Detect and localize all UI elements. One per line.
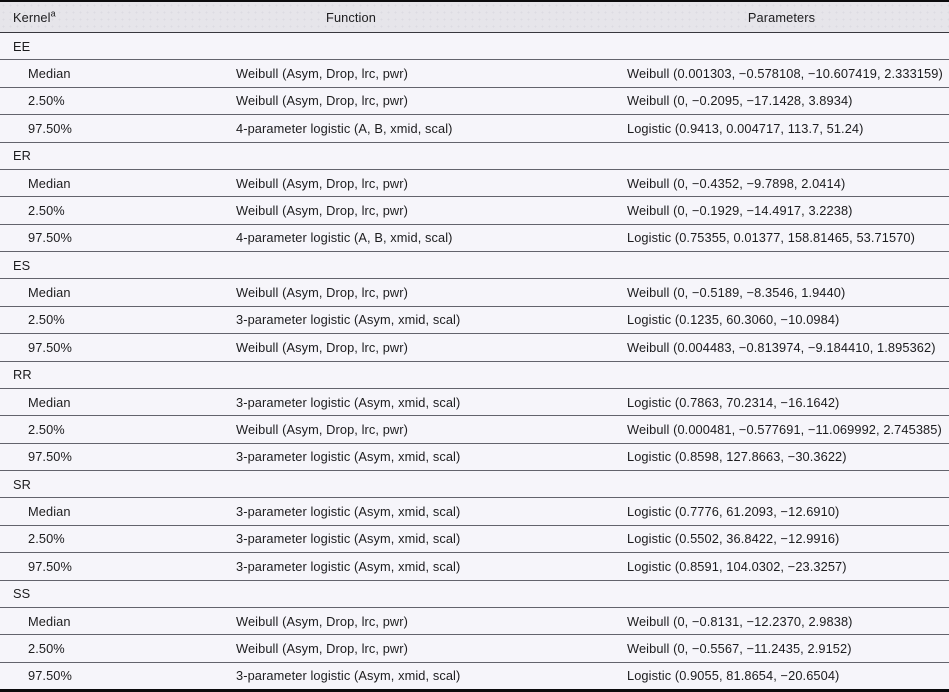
function-cell: 3-parameter logistic (Asym, xmid, scal): [236, 312, 461, 328]
statistic-label: 2.50%: [28, 202, 65, 218]
kernel-group-label: ES: [13, 257, 31, 273]
group-row-es: ES: [0, 251, 949, 278]
parameters-cell: Logistic (0.9413, 0.004717, 113.7, 51.24…: [627, 120, 864, 136]
parameters-cell: Logistic (0.8598, 127.8663, −30.3622): [627, 449, 847, 465]
statistic-label: 97.50%: [28, 339, 73, 355]
function-cell: 3-parameter logistic (Asym, xmid, scal): [236, 558, 461, 574]
parameters-cell: Weibull (0, −0.8131, −12.2370, 2.9838): [627, 613, 853, 629]
kernel-group-label: SR: [13, 476, 31, 492]
statistic-label: 97.50%: [28, 449, 73, 465]
parameters-cell: Logistic (0.7863, 70.2314, −16.1642): [627, 394, 840, 410]
table-row-rr-median: Median 3-parameter logistic (Asym, xmid, …: [0, 387, 949, 415]
group-row-er: ER: [0, 141, 949, 169]
function-cell: Weibull (Asym, Drop, lrc, pwr): [236, 93, 408, 109]
function-cell: 4-parameter logistic (A, B, xmid, scal): [236, 120, 453, 136]
group-row-ss: SS: [0, 579, 949, 607]
column-header-function: Function: [326, 9, 376, 25]
table-row-rr-250: 2.50% Weibull (Asym, Drop, lrc, pwr) Weibu…: [0, 415, 949, 442]
parameters-cell: Logistic (0.8591, 104.0302, −23.3257): [627, 558, 847, 574]
statistic-label: Median: [28, 66, 71, 82]
table-row-sr-median: Median 3-parameter logistic (Asym, xmid, …: [0, 497, 949, 524]
table-row-ee-250: 2.50% Weibull (Asym, Drop, lrc, pwr) Weibu…: [0, 86, 949, 114]
function-cell: 3-parameter logistic (Asym, xmid, scal): [236, 504, 461, 520]
function-cell: Weibull (Asym, Drop, lrc, pwr): [236, 175, 408, 191]
parameters-cell: Weibull (0.004483, −0.813974, −9.184410,…: [627, 339, 936, 355]
function-cell: Weibull (Asym, Drop, lrc, pwr): [236, 202, 408, 218]
function-cell: 3-parameter logistic (Asym, xmid, scal): [236, 531, 461, 547]
function-cell: 4-parameter logistic (A, B, xmid, scal): [236, 230, 453, 246]
column-header-parameters: Parameters: [747, 9, 816, 25]
table-row-ss-9750: 97.50% 3-parameter logistic (Asym, xmid, …: [0, 661, 949, 689]
parameters-cell: Weibull (0, −0.5567, −11.2435, 2.9152): [627, 640, 852, 656]
table-row-rr-9750: 97.50% 3-parameter logistic (Asym, xmid, …: [0, 442, 949, 470]
table-row-es-250: 2.50% 3-parameter logistic (Asym, xmid, s…: [0, 305, 949, 333]
statistic-label: Median: [28, 175, 71, 191]
group-row-ee: EE: [0, 33, 949, 59]
statistic-label: Median: [28, 613, 71, 629]
parameters-cell: Weibull (0, −0.5189, −8.3546, 1.9440): [627, 285, 846, 301]
column-header-kernel: Kernela: [0, 10, 222, 25]
function-cell: 3-parameter logistic (Asym, xmid, scal): [236, 449, 461, 465]
statistic-label: Median: [28, 285, 71, 301]
function-cell: Weibull (Asym, Drop, lrc, pwr): [236, 66, 408, 82]
function-cell: Weibull (Asym, Drop, lrc, pwr): [236, 339, 408, 355]
table-row-er-250: 2.50% Weibull (Asym, Drop, lrc, pwr) Weibu…: [0, 196, 949, 223]
statistic-label: Median: [28, 504, 71, 520]
parameters-cell: Logistic (0.5502, 36.8422, −12.9916): [627, 531, 840, 547]
function-cell: 3-parameter logistic (Asym, xmid, scal): [236, 668, 461, 684]
table-row-es-median: Median Weibull (Asym, Drop, lrc, pwr) Weib…: [0, 278, 949, 305]
table-row-ss-median: Median Weibull (Asym, Drop, lrc, pwr) Weib…: [0, 606, 949, 634]
parameters-cell: Weibull (0.001303, −0.578108, −10.607419…: [627, 66, 943, 82]
function-cell: 3-parameter logistic (Asym, xmid, scal): [236, 394, 461, 410]
table-row-sr-9750: 97.50% 3-parameter logistic (Asym, xmid, …: [0, 552, 949, 579]
table-row-er-median: Median Weibull (Asym, Drop, lrc, pwr) Weib…: [0, 168, 949, 196]
group-row-sr: SR: [0, 470, 949, 497]
table-row-es-9750: 97.50% Weibull (Asym, Drop, lrc, pwr) Weib…: [0, 333, 949, 360]
function-cell: Weibull (Asym, Drop, lrc, pwr): [236, 421, 408, 437]
function-cell: Weibull (Asym, Drop, lrc, pwr): [236, 613, 408, 629]
parameters-cell: Weibull (0, −0.2095, −17.1428, 3.8934): [627, 93, 853, 109]
table-row-er-9750: 97.50% 4-parameter logistic (A, B, xmid, …: [0, 223, 949, 251]
statistic-label: 2.50%: [28, 640, 65, 656]
table-header-row: Kernela Function Parameters: [0, 2, 949, 33]
table-row-ee-9750: 97.50% 4-parameter logistic (A, B, xmid, …: [0, 114, 949, 141]
statistic-label: Median: [28, 394, 71, 410]
statistic-label: 2.50%: [28, 312, 65, 328]
kernel-footnote-marker: a: [50, 9, 56, 19]
group-row-rr: RR: [0, 360, 949, 388]
table-row-ee-median: Median Weibull (Asym, Drop, lrc, pwr) Weib…: [0, 59, 949, 86]
parameters-cell: Weibull (0, −0.1929, −14.4917, 3.2238): [627, 202, 853, 218]
column-header-kernel-label: Kernel: [13, 9, 51, 25]
kernel-group-label: RR: [13, 367, 32, 383]
statistic-label: 97.50%: [28, 558, 73, 574]
table-row-ss-250: 2.50% Weibull (Asym, Drop, lrc, pwr) Weibu…: [0, 634, 949, 661]
parameters-cell: Logistic (0.9055, 81.8654, −20.6504): [627, 668, 840, 684]
parameters-cell: Logistic (0.75355, 0.01377, 158.81465, 5…: [627, 230, 915, 246]
parameters-cell: Weibull (0, −0.4352, −9.7898, 2.0414): [627, 175, 846, 191]
function-cell: Weibull (Asym, Drop, lrc, pwr): [236, 285, 408, 301]
kernel-group-label: SS: [13, 586, 31, 602]
statistic-label: 97.50%: [28, 668, 73, 684]
statistic-label: 2.50%: [28, 93, 65, 109]
statistic-label: 2.50%: [28, 421, 65, 437]
parameters-cell: Logistic (0.7776, 61.2093, −12.6910): [627, 504, 840, 520]
statistic-label: 2.50%: [28, 531, 65, 547]
statistic-label: 97.50%: [28, 120, 73, 136]
kernel-group-label: EE: [13, 38, 31, 54]
table-row-sr-250: 2.50% 3-parameter logistic (Asym, xmid, s…: [0, 524, 949, 552]
parameters-cell: Weibull (0.000481, −0.577691, −11.069992…: [627, 421, 942, 437]
function-cell: Weibull (Asym, Drop, lrc, pwr): [236, 640, 408, 656]
statistic-label: 97.50%: [28, 230, 73, 246]
parameters-cell: Logistic (0.1235, 60.3060, −10.0984): [627, 312, 840, 328]
table-body: EE Median Weibull (Asym, Drop, lrc, pwr) We…: [0, 33, 949, 689]
kernel-group-label: ER: [13, 148, 31, 164]
